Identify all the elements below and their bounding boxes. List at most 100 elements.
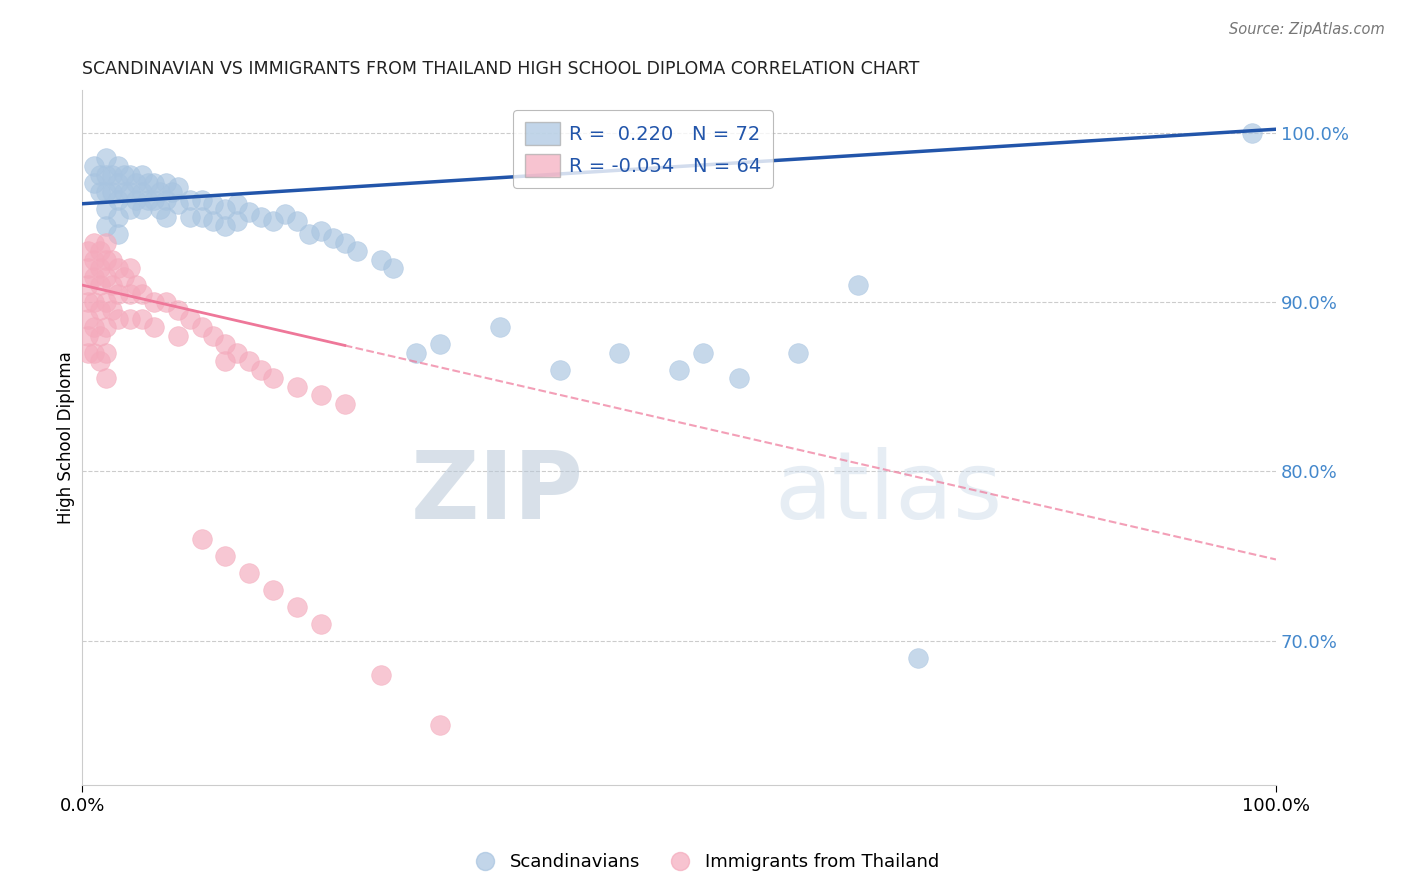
Point (107, 177, 129, 191)
Point (107, 312, 129, 326)
Point (309, 224, 332, 238)
Text: Source: ZipAtlas.com: Source: ZipAtlas.com (1229, 22, 1385, 37)
Point (136, 177, 159, 191)
Point (94, 371, 117, 385)
Point (155, 211, 177, 225)
Point (429, 718, 451, 732)
Point (190, 194, 212, 208)
Point (83, 160, 105, 174)
Point (274, 207, 297, 221)
Point (136, 194, 159, 208)
Legend: Scandinavians, Immigrants from Thailand: Scandinavians, Immigrants from Thailand (460, 847, 946, 879)
Point (370, 252, 392, 267)
Point (489, 320, 512, 334)
Point (118, 168, 141, 182)
Point (89, 329, 111, 343)
Point (179, 194, 201, 208)
Point (131, 185, 153, 199)
Point (298, 227, 321, 242)
Point (333, 235, 356, 250)
Point (238, 566, 260, 580)
Point (214, 354, 236, 368)
Point (1241, 126, 1264, 140)
Point (101, 185, 124, 199)
Point (149, 202, 172, 216)
Point (107, 160, 129, 174)
Point (226, 213, 249, 227)
Point (727, 371, 749, 385)
Point (333, 397, 356, 411)
Point (89, 244, 111, 259)
Text: ZIP: ZIP (411, 447, 583, 539)
Point (101, 252, 124, 267)
Point (155, 194, 177, 208)
Point (94, 168, 117, 182)
Point (118, 202, 141, 216)
Point (89, 303, 111, 318)
Point (89, 278, 111, 293)
Point (83, 269, 105, 284)
Point (125, 278, 148, 293)
Point (609, 346, 631, 360)
Point (94, 185, 117, 199)
Point (238, 205, 260, 219)
Point (83, 177, 105, 191)
Point (907, 650, 929, 665)
Point (107, 194, 129, 208)
Text: SCANDINAVIAN VS IMMIGRANTS FROM THAILAND HIGH SCHOOL DIPLOMA CORRELATION CHART: SCANDINAVIAN VS IMMIGRANTS FROM THAILAND… (82, 60, 920, 78)
Point (125, 177, 148, 191)
Point (202, 329, 225, 343)
Point (131, 286, 153, 301)
Point (131, 202, 153, 216)
Point (285, 599, 308, 614)
Point (149, 185, 172, 199)
Point (131, 312, 153, 326)
Point (846, 278, 869, 293)
Point (285, 213, 308, 227)
Point (166, 303, 188, 318)
Point (262, 371, 284, 385)
Point (155, 295, 177, 310)
Point (83, 295, 105, 310)
Point (107, 211, 129, 225)
Point (142, 320, 165, 334)
Point (262, 582, 284, 597)
Point (131, 168, 153, 182)
Point (668, 363, 690, 377)
Point (226, 196, 249, 211)
Point (94, 320, 117, 334)
Point (309, 388, 332, 402)
Point (370, 667, 392, 681)
Point (118, 312, 141, 326)
Point (89, 185, 111, 199)
Point (77, 295, 100, 310)
Point (226, 346, 249, 360)
Point (118, 185, 141, 199)
Point (214, 549, 236, 563)
Point (112, 269, 135, 284)
Legend: R =  0.220   N = 72, R = -0.054   N = 64: R = 0.220 N = 72, R = -0.054 N = 64 (513, 111, 773, 188)
Point (166, 179, 188, 194)
Point (107, 261, 129, 276)
Point (285, 380, 308, 394)
Point (77, 244, 100, 259)
Point (381, 261, 404, 276)
Point (83, 235, 105, 250)
Point (429, 337, 451, 351)
Point (89, 261, 111, 276)
Point (322, 230, 344, 244)
Point (166, 329, 188, 343)
Point (142, 295, 165, 310)
Point (125, 194, 148, 208)
Point (190, 532, 212, 546)
Point (214, 202, 236, 216)
Point (94, 269, 117, 284)
Point (83, 346, 105, 360)
Point (166, 196, 188, 211)
Point (77, 329, 100, 343)
Point (107, 286, 129, 301)
Point (190, 320, 212, 334)
Point (77, 346, 100, 360)
Point (238, 354, 260, 368)
Point (250, 363, 273, 377)
